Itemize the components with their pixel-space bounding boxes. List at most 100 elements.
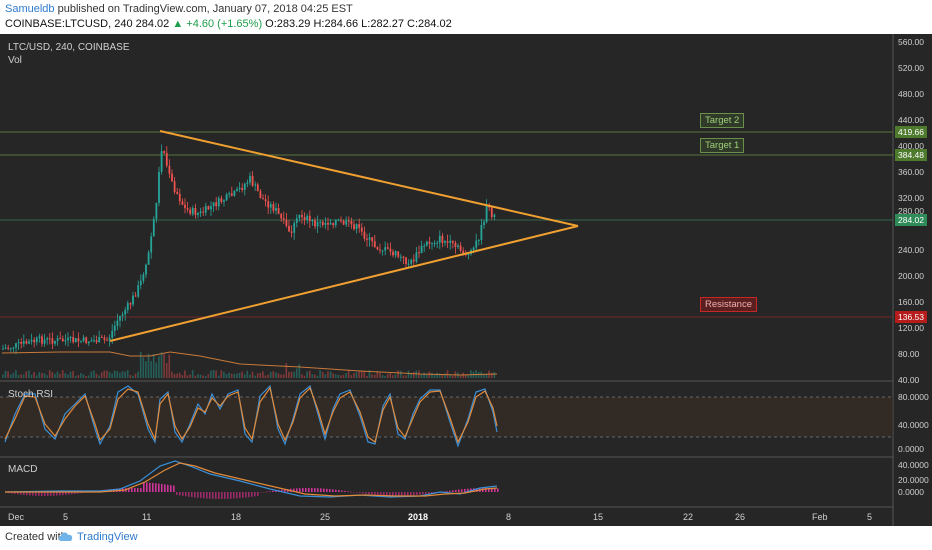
- volume-bar: [236, 373, 238, 378]
- candle-body: [485, 205, 488, 222]
- macd-histogram-bar: [341, 490, 343, 492]
- macd-histogram-bar: [320, 488, 322, 492]
- macd-histogram-bar: [134, 488, 136, 492]
- symbol-title: LTC/USD, 240, COINBASE: [8, 42, 130, 53]
- price-tick: 160.00: [898, 297, 924, 307]
- volume-bar: [184, 370, 186, 378]
- candle-body: [490, 207, 493, 217]
- macd-histogram-bar: [494, 488, 496, 492]
- macd-histogram-bar: [398, 492, 400, 496]
- volume-bar: [199, 374, 202, 378]
- candle-body: [15, 343, 17, 348]
- candle-body: [449, 240, 452, 243]
- volume-bar: [451, 375, 454, 378]
- volume-bar: [397, 370, 399, 378]
- volume-bar: [204, 375, 207, 378]
- candle-body: [405, 257, 407, 264]
- volume-bar: [277, 373, 280, 378]
- volume-bar: [207, 374, 210, 378]
- macd-histogram-bar: [131, 488, 133, 492]
- candle-body: [425, 241, 428, 246]
- macd-histogram-bar: [53, 492, 55, 496]
- volume-bar: [223, 371, 225, 378]
- macd-histogram-bar: [323, 488, 325, 492]
- volume-bar: [280, 374, 282, 378]
- volume-bar: [363, 370, 366, 378]
- volume-bar: [17, 374, 20, 378]
- volume-bar: [308, 370, 311, 378]
- volume-bar: [215, 370, 217, 378]
- candle-body: [332, 223, 335, 226]
- volume-bar: [368, 370, 371, 378]
- volume-bar: [220, 370, 223, 378]
- candle-body: [363, 231, 366, 239]
- volume-bar: [197, 374, 199, 378]
- macd-histogram-bar: [449, 490, 451, 492]
- chart-canvas[interactable]: LTC/USD, 240, COINBASE Vol Stoch RSI MAC…: [0, 34, 932, 526]
- macd-histogram-bar: [230, 492, 232, 499]
- candle-body: [360, 227, 363, 232]
- volume-bar: [51, 372, 54, 378]
- volume-bar: [139, 351, 142, 378]
- volume-bar: [173, 373, 176, 378]
- volume-bar: [137, 371, 139, 378]
- macd-histogram-bar: [218, 492, 220, 499]
- candle-body: [199, 211, 202, 214]
- macd-histogram-bar: [401, 492, 403, 496]
- candle-body: [342, 220, 345, 225]
- candle-body: [277, 208, 280, 214]
- candle-body: [155, 202, 158, 219]
- candle-body: [233, 190, 236, 196]
- candle-body: [113, 325, 116, 331]
- candle-body: [82, 337, 85, 341]
- price-tick: 280.00: [898, 206, 924, 216]
- candle-body: [272, 204, 275, 211]
- tradingview-brand-link[interactable]: TradingView: [77, 531, 138, 543]
- macd-histogram-bar: [245, 492, 247, 498]
- volume-bar: [431, 372, 433, 378]
- volume-bar: [35, 375, 38, 378]
- macd-histogram-bar: [302, 488, 304, 492]
- candle-body: [163, 151, 166, 153]
- volume-bar: [171, 371, 173, 378]
- candle-body: [415, 252, 418, 262]
- volume-bar: [90, 371, 93, 378]
- target-1-price-tag: 384.48: [895, 149, 927, 161]
- macd-histogram-bar: [458, 489, 460, 492]
- macd-histogram-bar: [149, 482, 151, 492]
- volume-bar: [285, 363, 288, 378]
- price-tick: 560.00: [898, 37, 924, 47]
- price-change: ▲ +4.60 (+1.65%): [172, 18, 263, 30]
- volume-bar: [217, 375, 220, 378]
- volume-bar: [243, 374, 246, 378]
- macd-histogram-bar: [308, 488, 310, 492]
- candle-body: [147, 252, 150, 265]
- volume-bar: [459, 375, 462, 378]
- macd-histogram-bar: [191, 492, 193, 498]
- volume-bar: [61, 370, 64, 378]
- volume-bar: [134, 373, 137, 378]
- candle-body: [454, 242, 457, 248]
- volume-bar: [100, 372, 103, 378]
- macd-histogram-bar: [356, 492, 358, 493]
- volume-bar: [28, 370, 30, 378]
- macd-histogram-bar: [77, 492, 79, 494]
- candle-body: [171, 173, 173, 182]
- created-with-text: Created with: [5, 531, 67, 543]
- candle-body: [191, 208, 194, 214]
- candle-body: [347, 220, 350, 222]
- volume-bar: [77, 375, 80, 378]
- volume-bar: [345, 372, 347, 378]
- volume-bar: [373, 374, 376, 378]
- candle-body: [251, 175, 254, 186]
- macd-histogram-bar: [146, 482, 148, 492]
- footer: Created with TradingView: [0, 526, 932, 550]
- author-link[interactable]: Samueldb: [5, 3, 55, 15]
- volume-bar: [392, 375, 394, 378]
- candle-body: [77, 338, 80, 342]
- volume-bar: [475, 370, 477, 378]
- macd-histogram-bar: [227, 492, 229, 499]
- volume-bar: [145, 361, 147, 378]
- candle-body: [402, 256, 405, 258]
- volume-bar: [210, 370, 212, 378]
